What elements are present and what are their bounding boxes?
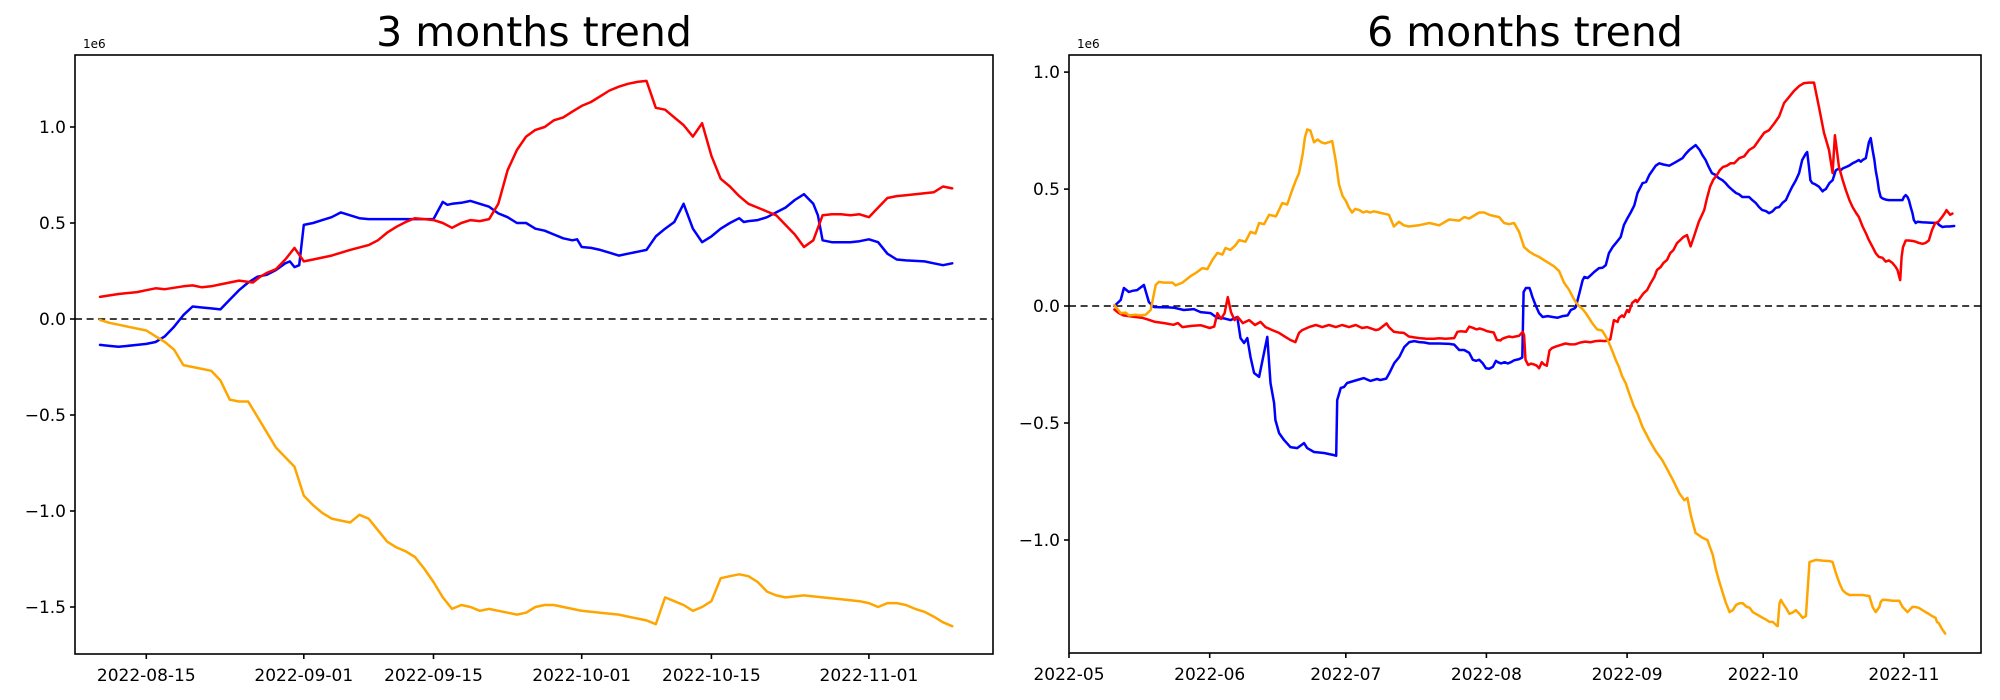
y-tick-label: −1.0	[1019, 531, 1060, 551]
series-line-red	[98, 79, 954, 299]
series-line-red	[1113, 81, 1954, 370]
series-group	[98, 79, 954, 628]
series-line-blue	[1113, 136, 1956, 458]
y-tick-label: 0.0	[1033, 297, 1060, 317]
chart-6-months-trend: 6 months trend 1e6 2022-05 2022-06 2022-07…	[1000, 0, 2000, 700]
y-axis-offset-label: 1e6	[83, 37, 106, 51]
y-axis-offset-label: 1e6	[1077, 37, 1100, 51]
chart-3-months-canvas: 2022-08-15 2022-09-01 2022-09-15 2022-10-01…	[25, 54, 994, 686]
x-tick-label: 2022-08-15	[97, 666, 196, 686]
chart-title-6-months: 6 months trend	[1367, 8, 1683, 56]
x-tick-label: 2022-10-01	[532, 666, 631, 686]
x-tick-label: 2022-11-01	[820, 666, 919, 686]
y-tick-label: −1.5	[25, 598, 66, 618]
x-tick-label: 2022-08	[1451, 665, 1522, 685]
series-group	[1113, 81, 1956, 635]
chart-6-months-canvas: 2022-05 2022-06 2022-07 2022-08 2022-09 2022-…	[1019, 54, 1982, 685]
axes-frame	[1068, 54, 1982, 654]
x-tick-label: 2022-11	[1868, 665, 1939, 685]
x-tick-label: 2022-07	[1310, 665, 1381, 685]
chart-title-3-months: 3 months trend	[376, 8, 692, 56]
x-tick-label: 2022-09-01	[254, 666, 353, 686]
y-tick-label: 1.0	[1033, 63, 1060, 83]
x-tick-label: 2022-10-15	[662, 666, 761, 686]
x-tick-label: 2022-05	[1033, 665, 1104, 685]
y-tick-label: 1.0	[39, 118, 66, 138]
x-tick-label: 2022-09-15	[384, 666, 483, 686]
series-line-orange	[1113, 128, 1947, 635]
axes-frame	[74, 54, 994, 655]
y-tick-label: 0.5	[1033, 180, 1060, 200]
y-tick-label: −0.5	[1019, 414, 1060, 434]
x-tick-label: 2022-09	[1592, 665, 1663, 685]
y-tick-label: 0.5	[39, 214, 66, 234]
y-tick-label: −1.0	[25, 502, 66, 522]
y-tick-label: 0.0	[39, 310, 66, 330]
x-tick-label: 2022-06	[1174, 665, 1245, 685]
chart-3-months-trend: 3 months trend 1e6 2022-08-15 2022-09-01 2…	[25, 8, 994, 686]
series-line-blue	[98, 192, 954, 349]
x-tick-label: 2022-10	[1728, 665, 1799, 685]
y-tick-label: −0.5	[25, 406, 66, 426]
series-line-orange	[98, 318, 954, 628]
